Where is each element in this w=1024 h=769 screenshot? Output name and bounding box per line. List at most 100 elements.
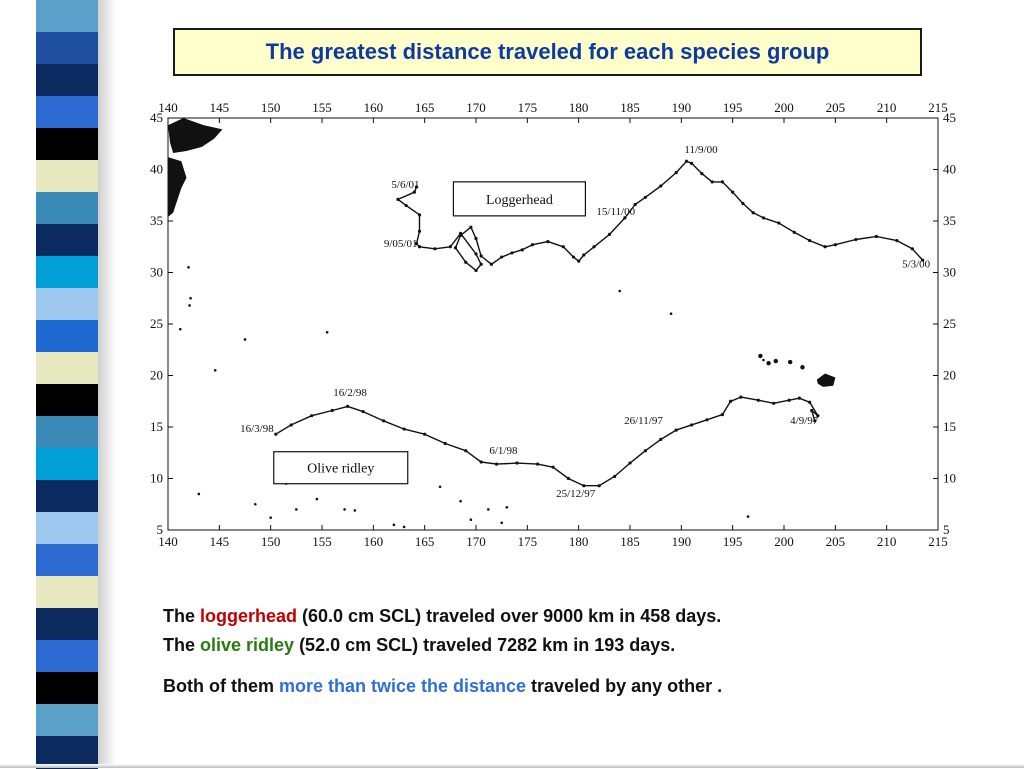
hawaii-island xyxy=(766,360,771,366)
japan-hokkaido xyxy=(168,118,223,154)
x-tick-label-bottom: 180 xyxy=(569,534,589,549)
date-label: 4/9/97 xyxy=(790,415,819,427)
pacific-islet xyxy=(295,508,298,511)
track-fix-point xyxy=(739,395,743,399)
y-tick-label-left: 45 xyxy=(150,110,163,125)
track-fix-point xyxy=(613,474,617,479)
pacific-islet xyxy=(505,506,509,509)
x-tick-label-bottom: 140 xyxy=(158,534,178,549)
date-label: 15/11/00 xyxy=(596,206,635,218)
y-tick-label-right: 35 xyxy=(943,213,956,228)
track-fix-point xyxy=(448,245,452,249)
x-tick-label-bottom: 155 xyxy=(312,534,332,549)
x-tick-label-bottom: 195 xyxy=(723,534,743,549)
y-tick-label-left: 40 xyxy=(150,162,163,177)
pacific-islet xyxy=(243,338,247,341)
pacific-islet xyxy=(762,358,765,362)
track-fix-point xyxy=(808,238,812,243)
date-label: 16/3/98 xyxy=(240,423,274,435)
pacific-islet xyxy=(187,266,190,269)
y-tick-label-right: 5 xyxy=(943,522,950,537)
track-fix-point xyxy=(690,423,694,427)
track-fix-point xyxy=(546,240,550,244)
track-fix-point xyxy=(854,237,858,242)
track-fix-point xyxy=(417,229,422,233)
tracking-map: 1401401451451501501551551601601651651701… xyxy=(150,100,956,549)
track-fix-point xyxy=(396,197,400,201)
track-fix-point xyxy=(577,259,581,263)
pacific-islet xyxy=(353,509,357,512)
stripe-segment xyxy=(36,448,98,481)
stripe-segment xyxy=(36,32,98,65)
track-fix-point xyxy=(895,238,899,243)
track-fix-point xyxy=(623,216,627,220)
y-tick-label-right: 15 xyxy=(943,419,956,434)
track-fix-point xyxy=(777,221,781,225)
track-fix-point xyxy=(659,437,663,441)
caption-text: (60.0 cm SCL) traveled over 9000 km in 4… xyxy=(297,606,722,626)
x-tick-label-bottom: 145 xyxy=(210,534,230,549)
caption-text: The xyxy=(163,635,201,655)
stripe-segment xyxy=(36,704,98,737)
hawaii-island xyxy=(787,359,793,365)
stripe-segment xyxy=(36,352,98,385)
y-tick-label-right: 45 xyxy=(943,110,956,125)
date-label: 5/3/00 xyxy=(902,258,931,270)
track-fix-point xyxy=(597,484,601,488)
track-fix-point xyxy=(628,461,632,465)
track-fix-point xyxy=(489,262,493,266)
pacific-islet xyxy=(253,502,257,506)
stripe-segment xyxy=(36,288,98,321)
track-fix-point xyxy=(479,460,483,464)
caption-line-loggerhead: The loggerhead (60.0 cm SCL) traveled ov… xyxy=(163,602,993,631)
date-label: 16/2/98 xyxy=(333,387,367,399)
x-tick-label-top: 145 xyxy=(210,100,230,115)
track-fix-point xyxy=(910,247,914,251)
pacific-islet xyxy=(315,497,319,501)
stripe-segment xyxy=(36,0,98,33)
track-fix-point xyxy=(404,203,408,208)
track-fix-point xyxy=(474,268,478,273)
stripe-segment xyxy=(36,544,98,577)
x-tick-label-bottom: 200 xyxy=(774,534,794,549)
x-tick-label-top: 200 xyxy=(774,100,794,115)
track-fix-point xyxy=(751,211,755,215)
stripe-segment xyxy=(36,608,98,641)
x-tick-label-bottom: 175 xyxy=(518,534,538,549)
x-tick-label-top: 155 xyxy=(312,100,332,115)
pacific-islet xyxy=(469,518,473,521)
pacific-islet xyxy=(189,296,192,300)
stripe-segment xyxy=(36,64,98,97)
olive-ridley-highlight: olive ridley xyxy=(200,635,295,655)
date-label: 5/6/01 xyxy=(391,179,419,191)
x-tick-label-top: 185 xyxy=(620,100,640,115)
track-fix-point xyxy=(720,180,725,184)
x-tick-label-bottom: 185 xyxy=(620,534,640,549)
track-fix-point xyxy=(414,242,419,246)
track-fix-point xyxy=(479,262,483,266)
track-fix-point xyxy=(274,432,278,436)
x-tick-label-bottom: 215 xyxy=(928,534,948,549)
track-fix-point xyxy=(417,245,422,249)
y-tick-label-left: 5 xyxy=(157,522,164,537)
track-fix-point xyxy=(346,404,350,408)
pacific-islet xyxy=(459,499,462,503)
pacific-islet xyxy=(325,330,329,334)
x-tick-label-bottom: 150 xyxy=(261,534,281,549)
species-box xyxy=(452,181,587,217)
axis-ticks: 1401401451451501501551551601601651651701… xyxy=(150,100,956,549)
pacific-islet xyxy=(402,525,406,529)
date-label: 11/9/00 xyxy=(684,144,718,156)
turtle-tracks xyxy=(274,159,925,488)
track-fix-point xyxy=(592,245,596,249)
stripe-segment xyxy=(36,160,98,193)
caption-text: The xyxy=(163,606,201,626)
track-fix-point xyxy=(710,180,714,184)
stripe-segment xyxy=(36,640,98,673)
track-fix-point xyxy=(474,236,478,241)
pacific-islet xyxy=(188,304,191,307)
track-fix-point xyxy=(874,234,879,239)
track-fix-point xyxy=(566,476,570,481)
track-fix-point xyxy=(700,172,704,176)
x-tick-label-top: 215 xyxy=(928,100,948,115)
